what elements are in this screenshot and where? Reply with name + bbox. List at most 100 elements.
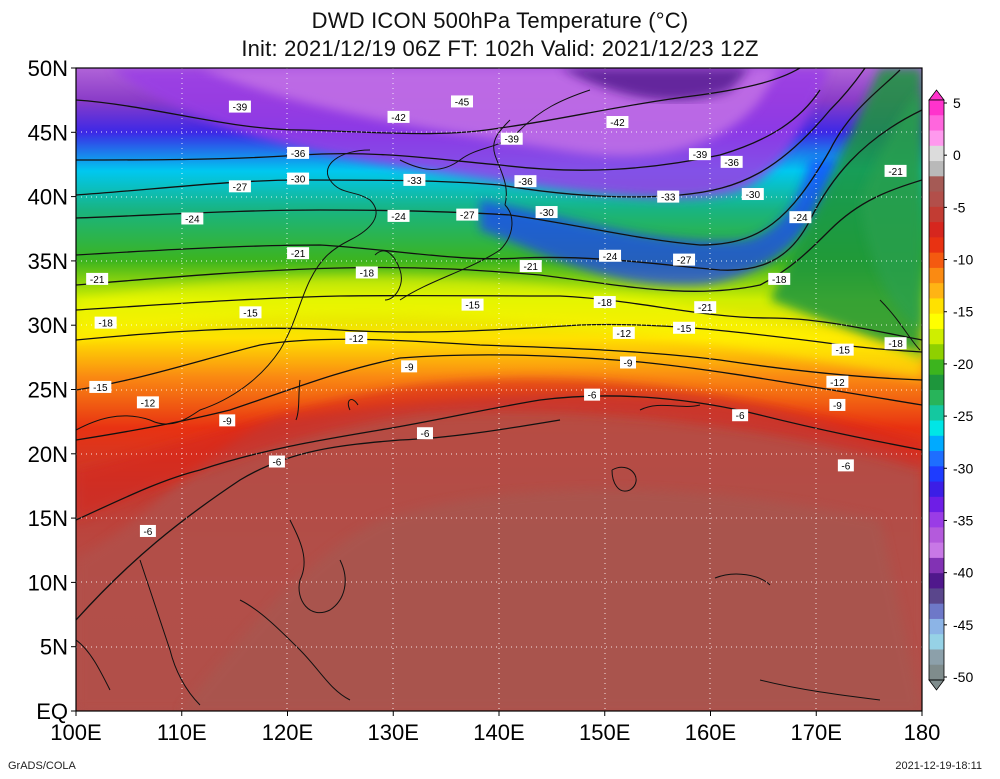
colorbar-swatch	[929, 557, 944, 574]
svg-text:-24: -24	[603, 252, 618, 263]
svg-text:-18: -18	[888, 339, 903, 350]
lat-tick-label: 10N	[28, 570, 68, 595]
svg-text:-15: -15	[243, 308, 258, 319]
contour-label: -15	[673, 321, 696, 335]
svg-text:-27: -27	[677, 256, 692, 267]
contour-label: -9	[620, 356, 637, 369]
colorbar-label: -45	[953, 617, 973, 633]
contour-label: -9	[219, 414, 236, 427]
colorbar-label: -40	[953, 565, 973, 581]
colorbar-swatch	[929, 649, 944, 666]
svg-text:-21: -21	[523, 262, 538, 273]
svg-text:-33: -33	[661, 193, 676, 204]
contour-label: -39	[500, 132, 523, 146]
footer-credit: GrADS/COLA	[8, 760, 76, 772]
contour-label: -12	[826, 375, 849, 389]
colorbar-swatch	[929, 573, 944, 589]
svg-text:-6: -6	[588, 391, 597, 402]
svg-text:-30: -30	[746, 190, 761, 201]
lon-tick-label: 180	[904, 720, 941, 745]
svg-text:-36: -36	[291, 149, 306, 160]
lat-tick-label: 45N	[28, 120, 68, 145]
svg-text:-21: -21	[888, 167, 903, 178]
svg-text:-9: -9	[223, 416, 232, 427]
colorbar-label: -50	[953, 669, 973, 685]
colorbar-label: -35	[953, 512, 973, 528]
lat-tick-label: 30N	[28, 313, 68, 338]
contour-label: -18	[94, 316, 117, 330]
colorbar-swatch	[929, 328, 944, 345]
coastlines	[76, 89, 921, 706]
lat-tick-label: 15N	[28, 506, 68, 531]
lon-tick-label: 170E	[791, 720, 842, 745]
contour-label: -6	[837, 459, 854, 472]
contour-label: -42	[387, 110, 410, 124]
colorbar-label: -5	[953, 199, 966, 215]
contour-label: -30	[741, 188, 764, 201]
longitude-axis: 100E 110E 120E 130E 140E 150E 160E 170E 180	[50, 711, 940, 745]
svg-text:-15: -15	[677, 324, 692, 335]
lat-tick-label: EQ	[36, 699, 68, 724]
colorbar-swatch	[929, 313, 944, 330]
colorbar-swatch	[929, 176, 944, 193]
contour-label: -15	[89, 380, 112, 394]
colorbar-swatch	[929, 115, 944, 132]
colorbar-swatch	[929, 542, 944, 559]
colorbar-top-arrow	[928, 89, 945, 101]
svg-text:-15: -15	[835, 346, 850, 357]
colorbar-swatch	[929, 420, 944, 437]
contour-label: -21	[694, 301, 717, 314]
colorbar-frame	[928, 99, 945, 681]
lon-tick-label: 110E	[157, 720, 207, 745]
colorbar-swatch	[929, 359, 944, 376]
svg-text:-30: -30	[539, 208, 554, 219]
lat-tick-label: 25N	[28, 378, 68, 403]
lat-tick-label: 20N	[28, 442, 68, 467]
contour-label: -18	[355, 266, 378, 279]
contour-labels: -39 -45 -42 -42 -39 -36 -39 -36 -21 -27 -30 -33 -36 -…	[86, 95, 907, 538]
lon-tick-label: 150E	[579, 720, 630, 745]
colorbar: 5 0 -5 -10 -15 -20 -25 -30 -35 -40 -45 -50	[928, 89, 973, 691]
contour-label: -21	[519, 260, 542, 273]
svg-text:-18: -18	[98, 319, 113, 330]
contour-label: -42	[606, 116, 629, 129]
colorbar-swatch	[929, 145, 944, 162]
colorbar-swatch	[929, 390, 944, 406]
contour-label: -24	[387, 209, 410, 223]
svg-text:-12: -12	[349, 334, 364, 345]
lon-tick-label: 120E	[262, 720, 313, 745]
contour-label: -36	[287, 146, 310, 160]
svg-text:-12: -12	[830, 378, 845, 389]
contour-label: -24	[599, 249, 622, 263]
colorbar-swatch	[929, 451, 944, 467]
contour-label: -39	[688, 148, 711, 161]
colorbar-swatch	[929, 405, 944, 422]
colorbar-swatch	[929, 237, 944, 254]
colorbar-label: 5	[953, 95, 961, 111]
svg-text:-24: -24	[793, 213, 808, 224]
contour-label: -36	[720, 155, 743, 169]
contour-label: -18	[768, 272, 791, 286]
colorbar-swatch	[929, 374, 944, 391]
lon-tick-label: 130E	[368, 720, 419, 745]
svg-text:-33: -33	[407, 176, 422, 187]
contour-label: -30	[535, 206, 558, 219]
contour-label: -12	[612, 326, 635, 340]
svg-text:-12: -12	[141, 398, 156, 409]
map-subtitle: Init: 2021/12/19 06Z FT: 102h Valid: 202…	[241, 36, 759, 61]
contour-label: -15	[831, 343, 854, 357]
latitude-axis: 50N 45N 40N 35N 30N 25N 20N 15N 10N 5N EQ	[28, 56, 76, 724]
svg-text:-15: -15	[465, 301, 480, 312]
svg-text:-24: -24	[391, 212, 406, 223]
contour-label: -27	[228, 180, 251, 193]
svg-text:-39: -39	[693, 150, 708, 161]
contour-label: -9	[829, 398, 846, 412]
colorbar-label: -15	[953, 304, 973, 320]
contour-label: -6	[416, 427, 433, 440]
colorbar-swatch	[929, 267, 944, 284]
colorbar-swatch	[929, 588, 944, 605]
colorbar-swatch	[929, 481, 944, 498]
svg-text:-15: -15	[93, 383, 108, 394]
svg-text:-21: -21	[698, 303, 713, 314]
contour-label: -39	[228, 100, 251, 114]
